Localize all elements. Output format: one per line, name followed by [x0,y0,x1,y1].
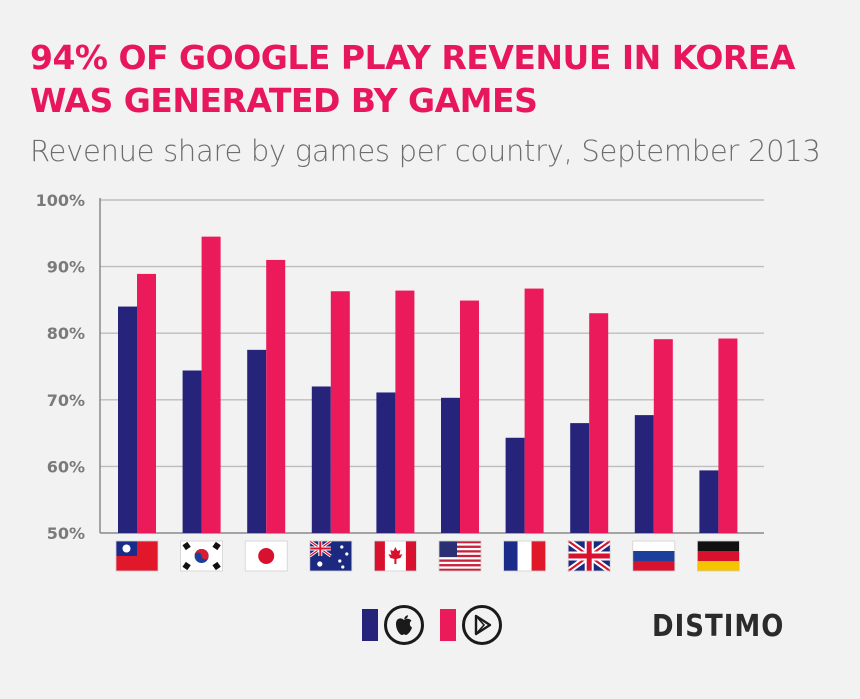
united-states-flag [438,540,482,572]
canada-flag [373,540,417,572]
y-tick-label: 80% [47,324,85,343]
y-tick-label: 70% [47,391,85,410]
bar-google-canada [395,290,415,533]
bar-google-france [524,288,544,533]
bar-apple-taiwan [118,306,137,533]
france-flag [503,540,547,572]
united-kingdom-flag [566,538,612,574]
australia-flag [308,539,353,572]
bar-apple-france [505,437,525,533]
bar-apple-russia [634,415,654,533]
bar-google-germany [718,338,738,533]
bar-google-japan [266,259,286,533]
bar-google-south-korea [201,236,221,533]
bar-apple-canada [376,392,396,533]
y-tick-label: 100% [36,191,85,210]
bar-apple-germany [699,470,719,533]
bar-apple-united-states [441,397,460,533]
apple-icon [384,605,424,645]
bar-apple-south-korea [182,370,202,533]
bar-google-russia [653,339,673,533]
russia-flag [632,540,676,572]
y-tick-label: 90% [47,258,85,277]
bar-google-australia [330,291,350,533]
bar-google-united-states [460,300,479,533]
legend-swatch-google [440,609,456,641]
taiwan-flag [115,540,159,572]
chart-subtitle: Revenue share by games per country, Sept… [30,134,821,168]
legend [362,604,512,646]
bar-apple-united-kingdom [570,423,590,533]
bar-apple-japan [247,349,267,533]
legend-swatch-apple [362,609,378,641]
bar-google-taiwan [137,273,156,533]
south-korea-flag [180,540,224,572]
bar-google-united-kingdom [589,313,609,533]
chart-title: 94% OF GOOGLE PLAY REVENUE IN KOREA WAS … [30,38,795,120]
japan-flag [244,540,288,572]
y-tick-label: 60% [47,457,85,476]
bar-apple-australia [311,386,331,533]
y-tick-label: 50% [47,524,85,543]
google-play-icon [462,605,502,645]
distimo-logo: DISTIMO [652,609,785,645]
germany-flag [697,540,740,572]
